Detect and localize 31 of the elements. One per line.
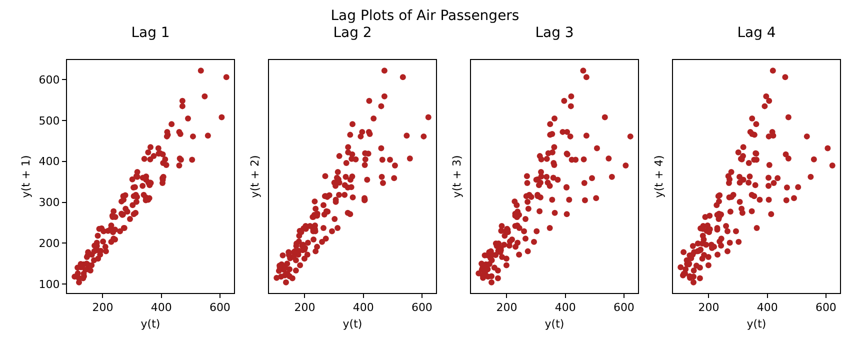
y-tick-label: 400: [38, 155, 60, 168]
x-tick-label: 200: [698, 301, 720, 314]
x-axis-title: y(t): [342, 317, 362, 330]
x-tick-label: 400: [352, 301, 374, 314]
y-axis-title: y(t + 2): [248, 155, 262, 198]
x-axis-title: y(t): [140, 317, 160, 330]
x-tick-label: 200: [496, 301, 518, 314]
x-tick-label: 200: [294, 301, 316, 314]
x-tick-label: 200: [92, 301, 114, 314]
chart-title: Lag 4: [737, 25, 776, 41]
chart-title: Lag 3: [535, 25, 574, 41]
x-tick-label: 600: [613, 301, 634, 314]
x-axis-title: y(t): [544, 317, 564, 330]
x-tick-label: 400: [554, 301, 576, 314]
x-axis-title: y(t): [746, 317, 766, 330]
x-tick-label: 400: [756, 301, 778, 314]
chart-title: Lag 1: [131, 25, 170, 41]
x-tick-label: 600: [209, 301, 230, 314]
y-axis-title: y(t + 3): [450, 155, 464, 198]
x-tick-label: 600: [815, 301, 836, 314]
chart-title: Lag 2: [333, 25, 372, 41]
text: Lag Plots of Air Passengers: [330, 8, 520, 24]
y-axis-title: y(t + 4): [652, 155, 666, 198]
y-tick-label: 500: [38, 114, 60, 128]
x-tick-label: 400: [150, 301, 172, 314]
y-tick-label: 600: [38, 73, 60, 86]
y-tick-label: 100: [38, 278, 60, 291]
x-tick-label: 600: [411, 301, 432, 314]
y-tick-label: 300: [38, 196, 60, 210]
y-tick-label: 200: [38, 236, 60, 250]
y-axis-title: y(t + 1): [19, 155, 32, 198]
